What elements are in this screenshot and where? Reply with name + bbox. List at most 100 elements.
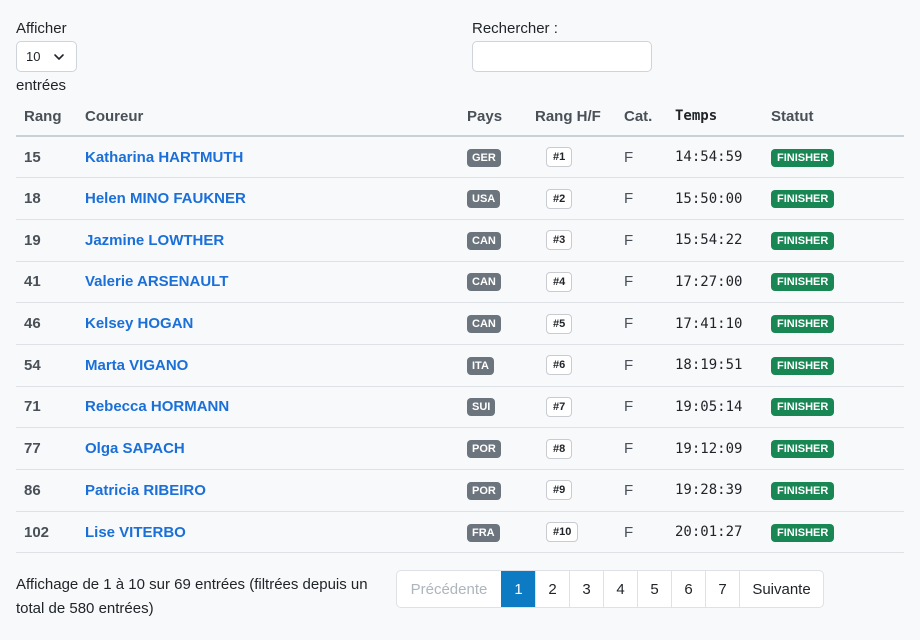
time-cell: 17:27:00 — [667, 261, 763, 304]
rank-cell: 15 — [16, 136, 77, 179]
country-cell: CAN — [459, 302, 527, 345]
column-header-rang-hf[interactable]: Rang H/F — [527, 97, 616, 137]
gender-rank-badge: #9 — [546, 480, 573, 501]
status-badge: FINISHER — [771, 523, 835, 542]
status-cell: FINISHER — [763, 136, 904, 179]
runner-link[interactable]: Lise VITERBO — [85, 523, 186, 541]
country-cell: GER — [459, 136, 527, 179]
runner-link[interactable]: Jazmine LOWTHER — [85, 231, 225, 249]
country-badge: CAN — [467, 231, 501, 250]
next-page-button[interactable]: Suivante — [739, 571, 823, 607]
time-cell: 15:54:22 — [667, 219, 763, 262]
time-cell: 17:41:10 — [667, 302, 763, 345]
runner-link[interactable]: Helen MINO FAUKNER — [85, 190, 246, 208]
country-badge: POR — [467, 440, 501, 459]
runner-link[interactable]: Valerie ARSENAULT — [85, 273, 229, 291]
status-cell: FINISHER — [763, 427, 904, 470]
page-button-1[interactable]: 1 — [501, 571, 535, 607]
runner-link[interactable]: Marta VIGANO — [85, 356, 189, 374]
gender-rank-cell: #5 — [527, 302, 616, 345]
entries-per-page-select[interactable]: 10 — [16, 41, 77, 72]
status-cell: FINISHER — [763, 386, 904, 429]
time-cell: 18:19:51 — [667, 344, 763, 387]
category-cell: F — [616, 219, 667, 262]
page-button-7[interactable]: 7 — [705, 571, 739, 607]
category-cell: F — [616, 136, 667, 179]
rank-cell: 86 — [16, 469, 77, 512]
country-cell: CAN — [459, 261, 527, 304]
status-cell: FINISHER — [763, 469, 904, 512]
country-cell: POR — [459, 427, 527, 470]
entries-per-page-value: 10 — [26, 49, 41, 64]
length-label-after: entrées — [16, 77, 67, 94]
table-row: 41 Valerie ARSENAULT CAN #4 F 17:27:00 FINISHE… — [16, 261, 904, 304]
page-button-4[interactable]: 4 — [603, 571, 637, 607]
rank-cell: 71 — [16, 386, 77, 429]
category-cell: F — [616, 344, 667, 387]
table-info: Affichage de 1 à 10 sur 69 entrées (filt… — [16, 576, 368, 617]
gender-rank-cell: #7 — [527, 386, 616, 429]
runner-link[interactable]: Rebecca HORMANN — [85, 398, 230, 416]
gender-rank-badge: #6 — [546, 355, 573, 376]
status-cell: FINISHER — [763, 219, 904, 262]
country-cell: POR — [459, 469, 527, 512]
country-cell: CAN — [459, 219, 527, 262]
page-button-2[interactable]: 2 — [535, 571, 569, 607]
country-badge: GER — [467, 148, 501, 167]
category-cell: F — [616, 261, 667, 304]
status-badge: FINISHER — [771, 481, 835, 500]
search-input[interactable] — [472, 41, 652, 72]
category-cell: F — [616, 302, 667, 345]
country-badge: CAN — [467, 315, 501, 334]
category-cell: F — [616, 177, 667, 220]
table-header-row: Rang Coureur Pays Rang H/F Cat. Temps St… — [16, 97, 904, 137]
table-row: 102 Lise VITERBO FRA #10 F 20:01:27 FINISHER — [16, 511, 904, 554]
column-header-statut[interactable]: Statut — [763, 97, 904, 137]
column-header-rang[interactable]: Rang — [16, 97, 77, 137]
runner-cell: Patricia RIBEIRO — [77, 469, 459, 512]
runner-cell: Lise VITERBO — [77, 511, 459, 554]
status-badge: FINISHER — [771, 190, 835, 209]
search-control: Rechercher : — [472, 20, 652, 72]
time-cell: 19:12:09 — [667, 427, 763, 470]
search-label: Rechercher : — [472, 20, 558, 37]
runner-cell: Katharina HARTMUTH — [77, 136, 459, 179]
table-row: 46 Kelsey HOGAN CAN #5 F 17:41:10 FINISHER — [16, 302, 904, 345]
country-badge: POR — [467, 481, 501, 500]
status-badge: FINISHER — [771, 273, 835, 292]
gender-rank-cell: #9 — [527, 469, 616, 512]
column-header-pays[interactable]: Pays — [459, 97, 527, 137]
category-cell: F — [616, 427, 667, 470]
page-button-5[interactable]: 5 — [637, 571, 671, 607]
column-header-cat[interactable]: Cat. — [616, 97, 667, 137]
previous-page-button[interactable]: Précédente — [410, 580, 488, 598]
runner-link[interactable]: Katharina HARTMUTH — [85, 148, 244, 166]
time-cell: 15:50:00 — [667, 177, 763, 220]
category-cell: F — [616, 469, 667, 512]
pagination: Précédente 1 2 3 4 5 6 7 Suivante — [396, 570, 824, 608]
runner-link[interactable]: Kelsey HOGAN — [85, 315, 194, 333]
country-badge: SUI — [467, 398, 496, 417]
country-badge: FRA — [467, 523, 500, 542]
length-control: Afficher 10 entrées — [16, 20, 77, 95]
table-row: 86 Patricia RIBEIRO POR #9 F 19:28:39 FINISHER — [16, 469, 904, 512]
gender-rank-cell: #1 — [527, 136, 616, 179]
runner-link[interactable]: Patricia RIBEIRO — [85, 481, 206, 499]
length-label-before: Afficher — [16, 20, 67, 37]
chevron-down-icon — [54, 53, 65, 60]
country-cell: ITA — [459, 344, 527, 387]
page-button-6[interactable]: 6 — [671, 571, 705, 607]
table-row: 15 Katharina HARTMUTH GER #1 F 14:54:59 FINISH… — [16, 136, 904, 179]
time-cell: 19:28:39 — [667, 469, 763, 512]
runner-link[interactable]: Olga SAPACH — [85, 440, 185, 458]
gender-rank-cell: #10 — [527, 511, 616, 554]
runner-cell: Rebecca HORMANN — [77, 386, 459, 429]
runner-cell: Jazmine LOWTHER — [77, 219, 459, 262]
column-header-temps[interactable]: Temps — [667, 97, 763, 137]
column-header-coureur[interactable]: Coureur — [77, 97, 459, 137]
runner-cell: Olga SAPACH — [77, 427, 459, 470]
country-badge: ITA — [467, 356, 494, 375]
status-badge: FINISHER — [771, 440, 835, 459]
page-button-3[interactable]: 3 — [569, 571, 603, 607]
status-badge: FINISHER — [771, 398, 835, 417]
